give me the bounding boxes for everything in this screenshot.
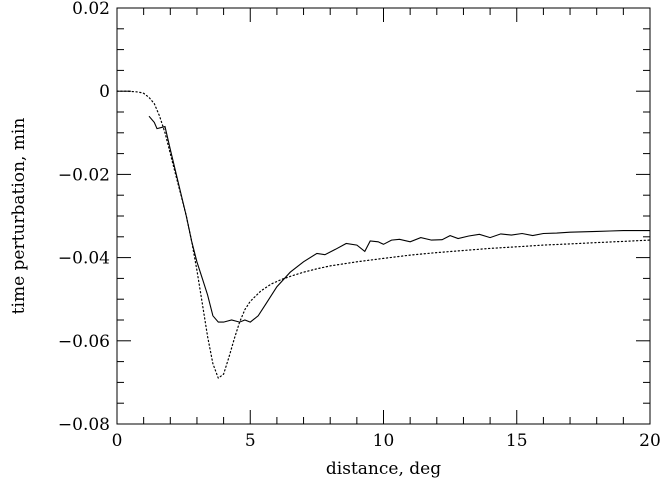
y-tick-label: 0.02: [72, 0, 110, 19]
x-tick-label: 10: [373, 431, 395, 451]
x-axis-label: distance, deg: [326, 459, 441, 479]
y-tick-label: −0.04: [58, 249, 110, 269]
series-lines: [116, 90, 651, 380]
x-tick-label: 15: [506, 431, 528, 451]
axis-tick-labels: 0 5 10 15 20 −0.08 −0.06 −0.04 −0.02 0 0.02: [58, 0, 661, 451]
x-tick-label: 0: [112, 431, 123, 451]
plot-frame: [116, 7, 651, 425]
x-tick-label: 20: [639, 431, 661, 451]
y-tick-label: −0.06: [58, 332, 110, 352]
y-tick-label: 0: [99, 82, 110, 102]
series-line-1-solid: [148, 115, 650, 323]
axis-ticks: [116, 7, 651, 425]
y-tick-label: −0.02: [58, 165, 110, 185]
y-tick-label: −0.08: [58, 415, 110, 435]
x-tick-label: 5: [245, 431, 256, 451]
y-axis-label: time perturbation, min: [9, 118, 29, 315]
series-line-2-dotted: [116, 90, 651, 380]
